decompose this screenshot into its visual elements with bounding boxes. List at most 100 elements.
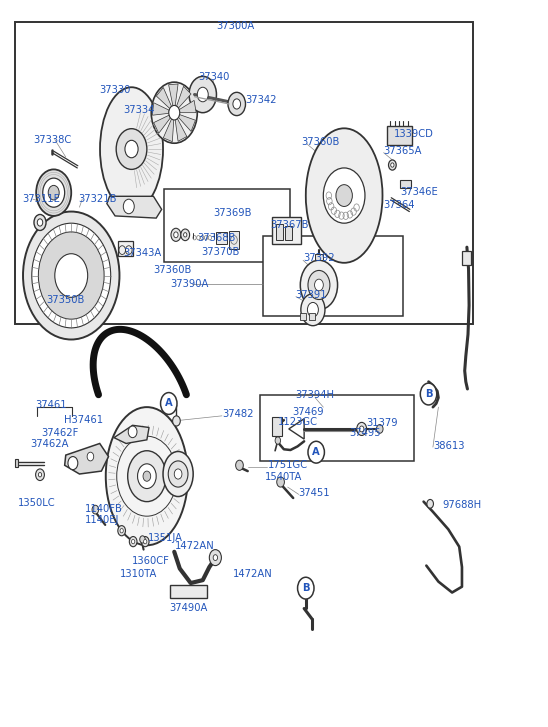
- Circle shape: [359, 426, 364, 432]
- Text: 37365A: 37365A: [384, 146, 422, 156]
- Text: 1351JA: 1351JA: [148, 533, 183, 543]
- Circle shape: [32, 223, 111, 328]
- Ellipse shape: [106, 407, 188, 545]
- Circle shape: [92, 505, 99, 514]
- Circle shape: [48, 185, 59, 200]
- Circle shape: [181, 229, 190, 241]
- Text: 37334: 37334: [123, 105, 155, 115]
- Text: 1339CD: 1339CD: [393, 129, 433, 139]
- Text: 31379: 31379: [366, 418, 398, 428]
- Text: 37482: 37482: [222, 409, 253, 419]
- Circle shape: [336, 185, 352, 206]
- Bar: [462, 251, 471, 265]
- Bar: [387, 126, 412, 145]
- Text: 37368B: 37368B: [197, 233, 236, 243]
- Circle shape: [427, 499, 433, 508]
- Ellipse shape: [163, 451, 193, 497]
- Bar: [15, 459, 18, 467]
- Circle shape: [308, 441, 324, 463]
- Text: A: A: [312, 447, 320, 457]
- Circle shape: [236, 460, 243, 470]
- Ellipse shape: [306, 128, 383, 262]
- Circle shape: [213, 555, 218, 561]
- Bar: [272, 217, 301, 244]
- Circle shape: [23, 212, 119, 340]
- Text: 37340: 37340: [198, 72, 230, 82]
- Polygon shape: [176, 87, 191, 108]
- Bar: [285, 226, 292, 240]
- Circle shape: [301, 294, 325, 326]
- Text: 97688H: 97688H: [443, 499, 482, 510]
- Circle shape: [277, 477, 284, 487]
- Text: 37392: 37392: [303, 253, 335, 263]
- Polygon shape: [175, 119, 187, 141]
- Circle shape: [300, 260, 338, 310]
- Bar: [309, 313, 315, 320]
- Bar: [272, 417, 282, 436]
- Text: B: B: [302, 583, 310, 593]
- Circle shape: [37, 219, 43, 226]
- Circle shape: [323, 168, 365, 223]
- Circle shape: [307, 302, 318, 317]
- Bar: [229, 231, 239, 249]
- Circle shape: [123, 199, 134, 214]
- Circle shape: [151, 82, 197, 143]
- Text: 1140FB: 1140FB: [85, 504, 123, 514]
- Circle shape: [36, 169, 71, 216]
- Bar: [263, 236, 403, 316]
- Circle shape: [173, 416, 180, 426]
- Text: 37330: 37330: [99, 85, 131, 95]
- Bar: [400, 180, 411, 188]
- Text: 37462A: 37462A: [30, 439, 68, 449]
- Circle shape: [174, 232, 178, 238]
- Polygon shape: [107, 196, 162, 218]
- Polygon shape: [65, 443, 109, 474]
- Circle shape: [34, 214, 46, 230]
- Polygon shape: [114, 425, 149, 443]
- Circle shape: [357, 422, 367, 435]
- Circle shape: [125, 140, 138, 158]
- Text: 37370B: 37370B: [201, 246, 239, 257]
- Circle shape: [128, 426, 137, 438]
- Text: B: B: [425, 389, 432, 399]
- Bar: [118, 241, 133, 256]
- Bar: [315, 254, 323, 260]
- Circle shape: [233, 99, 241, 109]
- Circle shape: [55, 254, 88, 297]
- Bar: [260, 395, 414, 461]
- Text: 37369B: 37369B: [214, 208, 252, 218]
- Circle shape: [171, 228, 181, 241]
- Circle shape: [391, 163, 394, 167]
- Circle shape: [120, 529, 123, 533]
- Circle shape: [141, 537, 149, 547]
- Text: 1123GC: 1123GC: [278, 417, 318, 427]
- Text: 37321B: 37321B: [78, 194, 117, 204]
- Text: 37360B: 37360B: [301, 137, 340, 147]
- Text: 1310TA: 1310TA: [119, 569, 157, 579]
- Text: 37343A: 37343A: [123, 248, 162, 258]
- Text: 37300A: 37300A: [216, 21, 255, 31]
- Circle shape: [184, 233, 187, 237]
- Circle shape: [140, 536, 145, 543]
- Polygon shape: [152, 103, 169, 115]
- Polygon shape: [156, 87, 172, 108]
- Circle shape: [376, 425, 383, 433]
- Polygon shape: [179, 100, 196, 113]
- Circle shape: [128, 451, 166, 502]
- Text: 37338C: 37338C: [33, 134, 71, 145]
- Circle shape: [68, 457, 78, 470]
- Polygon shape: [179, 115, 196, 132]
- Text: 1472AN: 1472AN: [175, 541, 215, 551]
- Text: 37391: 37391: [295, 290, 327, 300]
- Circle shape: [168, 461, 188, 487]
- Text: 1751GC: 1751GC: [267, 460, 307, 470]
- Text: 37390A: 37390A: [170, 278, 208, 289]
- Polygon shape: [153, 115, 170, 133]
- Circle shape: [228, 92, 246, 116]
- Circle shape: [209, 550, 221, 566]
- Text: H37461: H37461: [64, 415, 103, 425]
- Circle shape: [138, 464, 156, 489]
- Bar: [276, 224, 283, 240]
- Circle shape: [169, 105, 180, 120]
- Polygon shape: [163, 119, 174, 142]
